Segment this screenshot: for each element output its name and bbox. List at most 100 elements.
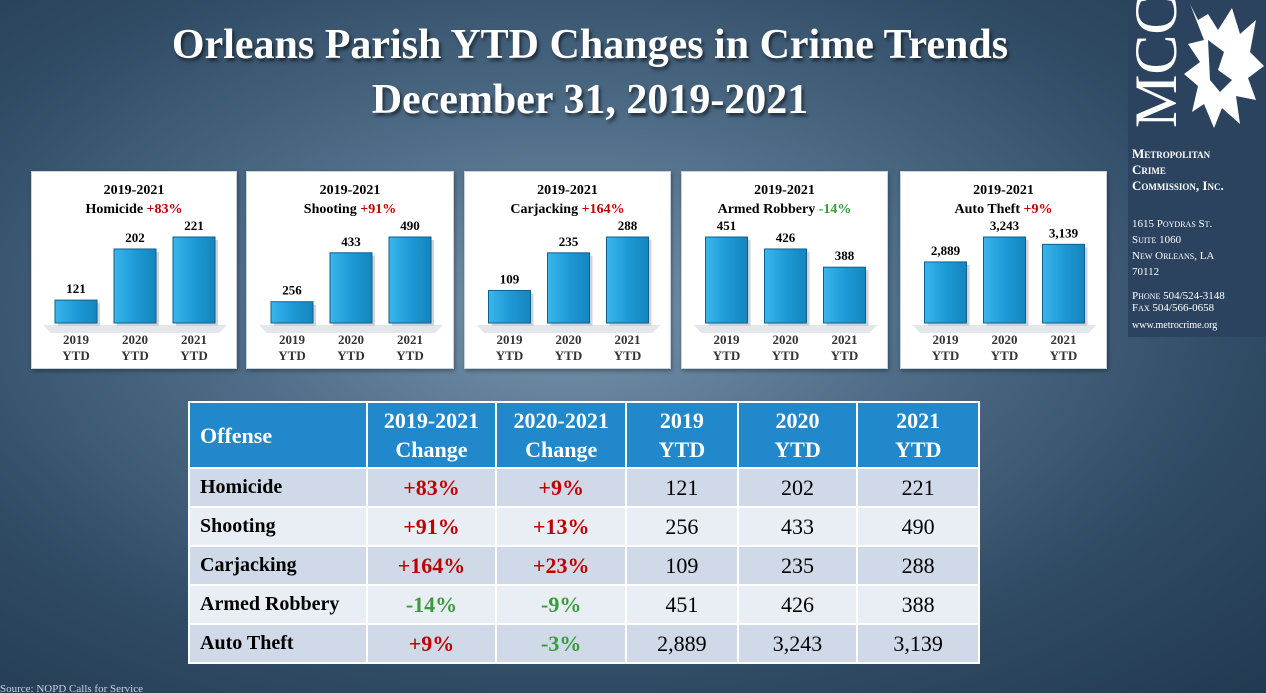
chart-offense: Armed Robbery (717, 202, 816, 217)
chart-change: +83% (146, 202, 183, 217)
header-line: Change (395, 437, 468, 462)
cell-change-2020-2021: +23% (495, 545, 628, 586)
header-line: 2020 (775, 408, 820, 433)
header-line: 2021 (896, 408, 941, 433)
cell-offense: Homicide (188, 467, 368, 508)
chart-offense: Shooting (303, 202, 357, 217)
addr-line-4: 70112 (1132, 266, 1160, 278)
cell-2021-ytd: 388 (856, 584, 980, 625)
bar-value-label: 235 (559, 234, 579, 249)
org-name-line-2: Crime (1132, 162, 1166, 177)
org-name-line-3: Commission, Inc. (1132, 178, 1224, 193)
chart-panel-shooting: 2019-2021 Shooting +91% 256 2019 YTD 433 202… (246, 171, 454, 369)
x-tick-sublabel: YTD (62, 348, 89, 363)
x-tick-sublabel: YTD (772, 348, 799, 363)
x-tick-sublabel: YTD (180, 348, 207, 363)
x-tick-sublabel: YTD (496, 348, 523, 363)
bar-value-label: 256 (282, 283, 302, 298)
bar-value-label: 109 (500, 271, 520, 286)
bar-2020 (547, 252, 590, 324)
org-name-line-1: Metropolitan (1132, 146, 1211, 161)
header-line: 2019-2021 (383, 408, 480, 433)
chart-header: 2019-2021 Homicide +83% (32, 181, 236, 219)
organization-phone: Phone 504/524-3148 Fax 504/566-0658 (1132, 290, 1225, 314)
cell-2020-ytd: 433 (736, 506, 859, 547)
bar-2020 (329, 252, 373, 324)
chart-header: 2019-2021 Shooting +91% (247, 181, 453, 219)
bar-2020 (983, 236, 1026, 324)
bar-2019 (488, 289, 531, 324)
chart-panel-auto-theft: 2019-2021 Auto Theft +9% 2,889 2019 YTD 3,2… (900, 171, 1107, 369)
chart-floor (693, 325, 878, 333)
table-row: Carjacking +164% +23% 109 235 288 (188, 545, 980, 586)
phone-number: Phone 504/524-3148 (1132, 290, 1225, 302)
cell-change-2019-2021: -14% (365, 584, 498, 625)
source-note: Source: NOPD Calls for Service (0, 683, 143, 693)
cell-offense: Armed Robbery (188, 584, 368, 625)
x-tick-label: 2021 (1051, 332, 1077, 347)
chart-change: +164% (581, 202, 625, 217)
cell-change-2020-2021: -9% (495, 584, 628, 625)
x-tick-label: 2020 (773, 332, 799, 347)
x-tick-sublabel: YTD (991, 348, 1018, 363)
cell-offense: Carjacking (188, 545, 368, 586)
organization-website: www.metrocrime.org (1132, 320, 1218, 331)
bar-value-label: 433 (341, 234, 361, 249)
table-row: Auto Theft +9% -3% 2,889 3,243 3,139 (188, 623, 980, 664)
x-tick-sublabel: YTD (555, 348, 582, 363)
organization-name: Metropolitan Crime Commission, Inc. (1132, 146, 1224, 194)
chart-header: 2019-2021 Auto Theft +9% (901, 181, 1106, 219)
header-2019-ytd: 2019 YTD (625, 401, 739, 469)
header-line: 2020-2021 (513, 408, 609, 433)
bar-2021 (823, 266, 866, 324)
bar-2019 (270, 301, 314, 324)
chart-title: 2019-2021 (754, 183, 815, 198)
bar-2019 (924, 261, 967, 324)
header-line: Change (525, 437, 598, 462)
bar-2021 (606, 236, 649, 324)
chart-change: +91% (360, 202, 397, 217)
bar-2021 (388, 236, 432, 324)
cell-change-2020-2021: +9% (495, 467, 628, 508)
cell-offense: Auto Theft (188, 623, 368, 664)
chart-floor (476, 325, 661, 333)
cell-change-2020-2021: +13% (495, 506, 628, 547)
chart-offense: Homicide (85, 202, 144, 217)
chart-header: 2019-2021 Armed Robbery -14% (682, 181, 887, 219)
chart-change: +9% (1023, 202, 1053, 217)
chart-panel-armed-robbery: 2019-2021 Armed Robbery -14% 451 2019 YTD 4… (681, 171, 888, 369)
bar-value-label: 2,889 (931, 243, 961, 258)
x-tick-label: 2021 (397, 332, 423, 347)
x-tick-sublabel: YTD (396, 348, 423, 363)
addr-line-2: Suite 1060 (1132, 234, 1182, 246)
header-2020-ytd: 2020 YTD (736, 401, 859, 469)
crime-table: Offense 2019-2021 Change 2020-2021 Change … (188, 401, 980, 664)
x-tick-sublabel: YTD (614, 348, 641, 363)
logo-graphic: MCC (1123, 0, 1266, 135)
x-tick-label: 2020 (992, 332, 1018, 347)
bar-2021 (172, 236, 216, 324)
fax-number: Fax 504/566-0658 (1132, 302, 1215, 314)
x-tick-label: 2020 (338, 332, 364, 347)
x-tick-label: 2020 (556, 332, 582, 347)
wolf-detail-icon (1208, 40, 1232, 92)
table-row: Shooting +91% +13% 256 433 490 (188, 506, 980, 547)
logo-text: MCC (1128, 0, 1189, 128)
header-change-2019-2021: 2019-2021 Change (365, 401, 498, 469)
title-line-1: Orleans Parish YTD Changes in Crime Tren… (171, 22, 1009, 68)
header-line: 2019 (659, 408, 704, 433)
header-line: YTD (774, 437, 821, 462)
x-tick-sublabel: YTD (713, 348, 740, 363)
x-tick-sublabel: YTD (121, 348, 148, 363)
addr-line-1: 1615 Poydras St. (1132, 218, 1213, 230)
bar-value-label: 388 (835, 248, 855, 263)
cell-2020-ytd: 426 (736, 584, 859, 625)
bar-value-label: 288 (618, 218, 638, 233)
cell-change-2019-2021: +164% (365, 545, 498, 586)
cell-2020-ytd: 235 (736, 545, 859, 586)
bar-value-label: 490 (400, 218, 420, 233)
wolf-icon (1184, 4, 1264, 128)
bar-value-label: 3,243 (990, 218, 1020, 233)
